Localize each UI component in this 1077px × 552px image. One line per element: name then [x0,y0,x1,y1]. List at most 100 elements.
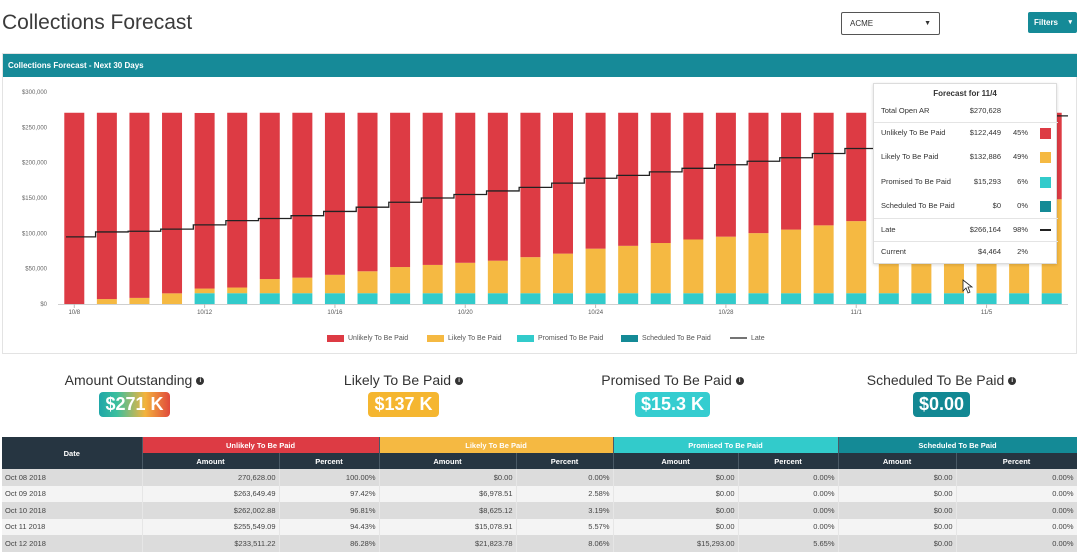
info-icon[interactable]: i [455,377,464,385]
amount-column-header[interactable]: Amount [613,453,739,469]
amount-column-header[interactable]: Amount [379,453,517,469]
bar-promised-to-be-paid [943,293,964,304]
bar-promised-to-be-paid [357,293,378,304]
x-tick-label: 10/24 [588,310,604,316]
tooltip-total-label: Total Open AR [881,106,930,115]
kpi-value-badge: $271 K [99,392,170,417]
info-icon[interactable]: i [1008,377,1017,385]
bar-unlikely-to-be-paid [683,112,704,240]
amount-cell: $233,511.22 [142,535,280,552]
percent-column-header[interactable]: Percent [516,453,614,469]
kpi-label: Promised To Be Paid [601,372,732,388]
bar-unlikely-to-be-paid [96,112,117,300]
filters-label: Filters [1034,18,1059,27]
table-row[interactable]: Oct 09 2018 $263,649.49 97.42% $6,978.51 2.5… [2,485,1077,502]
tooltip-row-pct: 49% [1012,152,1028,161]
kpi-value-badge: $137 K [368,392,439,417]
amount-cell: $0.00 [613,502,739,519]
bar-unlikely-to-be-paid [292,112,313,278]
percent-cell: 94.43% [279,518,380,535]
bar-unlikely-to-be-paid [129,112,150,298]
bar-promised-to-be-paid [846,293,867,304]
y-tick-label: $200,000 [22,161,48,167]
company-select[interactable]: ACME ▼ [841,12,940,35]
legend-label: Likely To Be Paid [448,335,502,342]
table-row[interactable]: Oct 10 2018 $262,002.88 96.81% $8,625.12 3.1… [2,502,1077,519]
amount-cell: $0.00 [838,469,957,486]
x-tick-label: 10/8 [68,310,80,316]
bar-unlikely-to-be-paid [455,112,476,263]
late-line-icon [1040,229,1051,231]
tooltip-title: Forecast for 11/4 [933,89,997,98]
amount-cell: $0.00 [613,469,739,486]
percent-column-header[interactable]: Percent [956,453,1077,469]
date-column-header[interactable]: Date [2,437,143,469]
group-header-promised: Promised To Be Paid [613,437,839,453]
tooltip-row-promised: Promised To Be Paid $15,293 6% [874,173,1058,191]
tooltip-row-pct: 0% [1017,201,1028,210]
tooltip-row-label: Scheduled To Be Paid [881,201,955,210]
y-tick-label: $250,000 [22,125,48,131]
bar-likely-to-be-paid [259,279,280,294]
bar-unlikely-to-be-paid [324,112,345,275]
promised-swatch-icon [1040,177,1051,188]
bar-likely-to-be-paid [324,274,345,294]
tooltip-row-value: $15,293 [973,177,1001,186]
tooltip-row-pct: 6% [1017,177,1028,186]
tooltip-row-label: Promised To Be Paid [881,177,951,186]
tooltip-row-likely: Likely To Be Paid $132,886 49% [874,148,1058,166]
amount-cell: $21,823.78 [379,535,517,552]
x-tick-label: 10/28 [718,310,734,316]
bar-likely-to-be-paid [618,245,639,294]
info-icon[interactable]: i [735,377,744,385]
percent-cell: 96.81% [279,502,380,519]
bar-promised-to-be-paid [553,293,573,304]
legend-label: Scheduled To Be Paid [642,335,711,342]
table-row[interactable]: Oct 12 2018 $233,511.22 86.28% $21,823.78 8.… [2,535,1077,552]
percent-column-header[interactable]: Percent [279,453,380,469]
bar-unlikely-to-be-paid [162,112,183,294]
scheduled-swatch-icon [1040,201,1051,212]
amount-cell: $15,293.00 [613,535,739,552]
legend-label: Promised To Be Paid [538,335,603,342]
bar-unlikely-to-be-paid [650,112,671,244]
tooltip-row-label: Likely To Be Paid [881,152,939,161]
kpi-scheduled: Scheduled To Be Paid i $0.00 [807,372,1076,417]
amount-column-header[interactable]: Amount [142,453,280,469]
tooltip-row-pct: 2% [1017,247,1028,256]
table-row[interactable]: Oct 08 2018 270,628.00 100.00% $0.00 0.00% $0… [2,469,1077,486]
bar-unlikely-to-be-paid [748,112,769,234]
kpi-amount-outstanding: Amount Outstanding i $271 K [0,372,269,417]
filters-button[interactable]: Filters ▾ [1028,12,1077,33]
amount-cell: $6,978.51 [379,485,517,502]
bar-promised-to-be-paid [911,293,932,304]
amount-cell: $0.00 [613,485,739,502]
bar-unlikely-to-be-paid [357,112,378,272]
date-cell: Oct 10 2018 [2,502,143,519]
percent-cell: 0.00% [738,518,839,535]
date-cell: Oct 08 2018 [2,469,143,486]
info-icon[interactable]: i [196,377,205,385]
amount-cell: $263,649.49 [142,485,280,502]
tooltip-row-value: $0 [992,201,1001,210]
amount-cell: $0.00 [838,485,957,502]
tooltip-divider [874,122,1058,123]
percent-cell: 2.58% [516,485,614,502]
amount-cell: $0.00 [613,518,739,535]
group-header-unlikely: Unlikely To Be Paid [142,437,380,453]
amount-column-header[interactable]: Amount [838,453,957,469]
forecast-table: Date Unlikely To Be Paid Likely To Be Pa… [2,437,1077,552]
bar-unlikely-to-be-paid [390,112,411,268]
table-row[interactable]: Oct 11 2018 $255,549.09 94.43% $15,078.91 5.… [2,518,1077,535]
tooltip-row-label: Current [881,247,907,256]
bar-unlikely-to-be-paid [715,112,736,237]
percent-cell: 97.42% [279,485,380,502]
tooltip-row-late: Late $266,164 98% [874,221,1058,239]
x-tick-label: 10/20 [458,310,474,316]
percent-cell: 5.65% [738,535,839,552]
percent-cell: 0.00% [956,485,1077,502]
bar-likely-to-be-paid [194,288,215,294]
bar-unlikely-to-be-paid [227,112,248,288]
bar-promised-to-be-paid [194,293,215,304]
percent-column-header[interactable]: Percent [738,453,839,469]
